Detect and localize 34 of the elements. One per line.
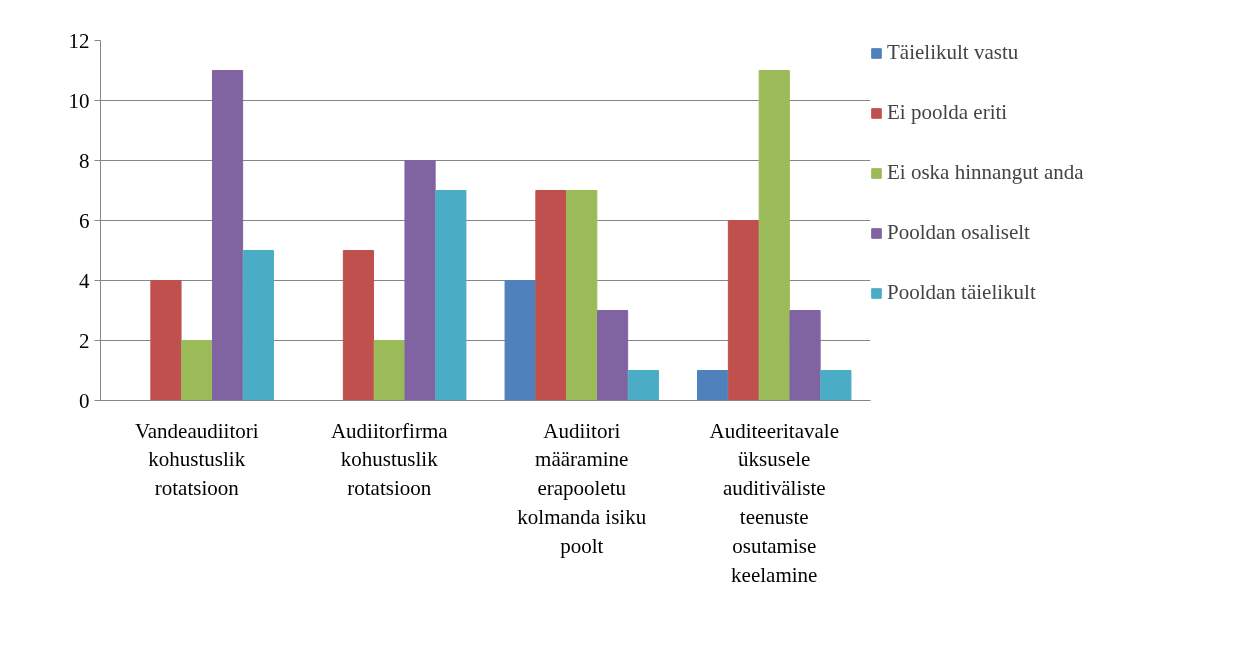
x-tick-label: Auditeeritavale üksusele auditiväliste teenuste osutamise keelamine [709, 418, 839, 587]
y-tick-label: 12 [68, 28, 90, 53]
bar [566, 190, 598, 401]
legend-label: Täielikult vastu [887, 40, 1019, 65]
bar [404, 160, 436, 401]
y-tick-label: 4 [79, 268, 90, 293]
legend-label: Ei poolda eriti [887, 100, 1008, 125]
bar [373, 340, 405, 401]
x-tick-label: Vandeaudiitori kohustuslik rotatsioon [134, 418, 259, 501]
legend-label: Pooldan osaliselt [887, 220, 1030, 245]
bar [789, 310, 821, 401]
y-tick-label: 0 [79, 388, 90, 413]
bar [342, 250, 375, 401]
bar [820, 370, 852, 401]
bar [181, 340, 213, 401]
bar [697, 370, 729, 401]
legend-label: Pooldan täielikult [887, 280, 1036, 305]
x-tick-label: Audiitori määramine erapooletu kolmanda isiku poolt [517, 418, 647, 558]
y-tick-label: 10 [68, 88, 90, 113]
bar [535, 190, 567, 401]
bar [150, 280, 182, 401]
y-tick-label: 8 [79, 148, 90, 173]
bar [596, 310, 629, 401]
bar [242, 250, 274, 401]
x-tick-label: Audiitorfirma kohustuslik rotatsioon [330, 418, 449, 501]
y-tick-label: 2 [79, 328, 90, 353]
bar [758, 70, 790, 401]
y-tick-label: 6 [79, 208, 90, 233]
bar [727, 220, 760, 401]
bar [435, 190, 467, 401]
bar [504, 280, 536, 401]
bar [627, 370, 659, 401]
legend-label: Ei oska hinnangut anda [887, 160, 1084, 185]
bar [211, 70, 244, 401]
